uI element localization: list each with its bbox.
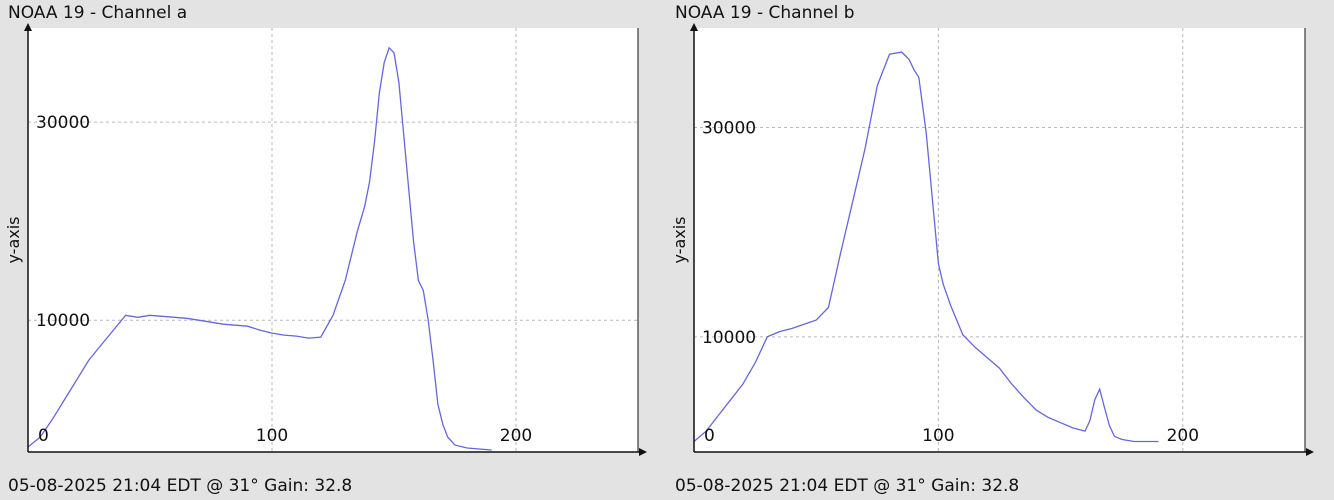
y-axis-label: y-axis — [670, 216, 689, 263]
y-tick-label: 10000 — [36, 311, 90, 331]
x-axis-arrow — [1306, 448, 1314, 456]
channel-b-chart: 0 100 200 10000 30000 y-axis — [670, 23, 1314, 456]
channel-a-chart: 0 100 200 10000 30000 y-axis — [4, 23, 647, 456]
x-tick-label: 200 — [500, 426, 532, 446]
x-tick-label: 0 — [38, 426, 49, 446]
channel-b-panel: 0 100 200 10000 30000 y-axis NOAA 19 - Channe… — [667, 0, 1334, 500]
y-tick-label: 30000 — [36, 113, 90, 133]
x-tick-label: 100 — [256, 426, 288, 446]
x-tick-label: 200 — [1167, 426, 1199, 446]
series-line — [27, 46, 492, 451]
y-tick-label: 30000 — [702, 118, 756, 138]
y-axis-arrow — [24, 23, 32, 31]
x-tick-label: 100 — [922, 426, 954, 446]
chart-footer: 05-08-2025 21:04 EDT @ 31° Gain: 32.8 — [8, 476, 353, 496]
plot-area — [694, 28, 1305, 452]
y-axis-arrow — [690, 23, 698, 31]
y-tick-label: 10000 — [702, 328, 756, 348]
channel-a-panel: 0 100 200 10000 30000 y-axis NOAA 19 - Channe… — [4, 3, 647, 496]
series-line — [693, 51, 1159, 443]
x-tick-label: 0 — [704, 426, 715, 446]
chart-title: NOAA 19 - Channel a — [8, 3, 188, 23]
chart-footer: 05-08-2025 21:04 EDT @ 31° Gain: 32.8 — [675, 476, 1020, 496]
chart-title: NOAA 19 - Channel b — [675, 3, 855, 23]
x-axis-arrow — [639, 448, 647, 456]
plot-area — [28, 28, 638, 452]
y-axis-label: y-axis — [4, 216, 23, 263]
